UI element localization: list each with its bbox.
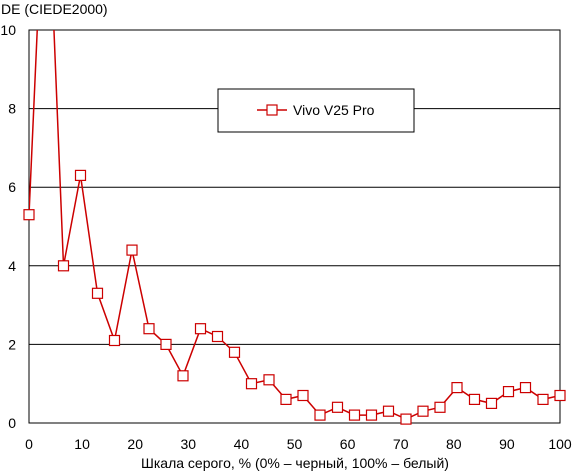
x-tick-label: 70: [393, 436, 409, 452]
y-tick-label: 8: [8, 101, 16, 117]
data-point: [177, 370, 189, 382]
series-markers: [23, 169, 566, 425]
x-axis-title: Шкала серого, % (0% – черный, 100% – бел…: [141, 455, 449, 471]
data-point: [382, 405, 395, 417]
plot-frame: [28, 29, 561, 424]
x-tick-label: 40: [234, 436, 250, 452]
x-tick-label: 100: [548, 436, 572, 452]
data-point: [451, 382, 463, 394]
x-tick-label: 80: [446, 436, 462, 452]
data-point: [468, 393, 481, 405]
x-tick-label: 0: [25, 436, 33, 452]
legend-marker-sample: [266, 104, 278, 116]
data-point: [519, 382, 532, 394]
data-point: [91, 287, 104, 299]
data-point: [434, 401, 446, 413]
x-tick-labels: 0 10 20 30 40 50 60 70 80 90 100: [25, 436, 572, 452]
y-tick-label: 4: [8, 258, 16, 274]
legend: Vivo V25 Pro: [217, 88, 415, 133]
x-tick-label: 10: [74, 436, 90, 452]
data-point: [280, 393, 292, 405]
data-point: [160, 338, 172, 350]
data-point: [245, 378, 258, 390]
legend-box: [217, 88, 415, 133]
x-tick-label: 50: [287, 436, 303, 452]
data-point: [537, 393, 549, 405]
data-point: [331, 401, 344, 413]
data-point: [348, 409, 361, 421]
y-tick-label: 0: [8, 415, 16, 431]
y-tick-label: 2: [8, 336, 16, 352]
y-tick-label: 6: [8, 179, 16, 195]
y-axis-title: DE (CIEDE2000): [1, 1, 108, 17]
data-point: [400, 413, 412, 425]
data-point: [108, 334, 121, 347]
data-point: [297, 389, 309, 402]
data-point: [57, 260, 70, 272]
data-point: [485, 397, 498, 409]
data-point: [314, 409, 326, 421]
data-point: [74, 169, 87, 181]
data-point: [143, 323, 155, 335]
data-point: [417, 405, 429, 417]
x-tick-label: 90: [499, 436, 515, 452]
data-point: [263, 374, 275, 386]
x-tick-label: 20: [127, 436, 143, 452]
data-point: [23, 209, 35, 221]
data-point: [502, 386, 515, 398]
data-point: [554, 389, 566, 402]
legend-label: Vivo V25 Pro: [293, 102, 375, 118]
data-point: [194, 323, 207, 335]
x-tick-label: 30: [181, 436, 197, 452]
data-point: [211, 330, 224, 343]
data-point: [365, 409, 378, 421]
data-point: [228, 346, 241, 358]
x-tick-label: 60: [340, 436, 356, 452]
y-tick-label: 10: [0, 22, 16, 38]
data-point: [126, 244, 138, 256]
y-tick-labels: 0 2 4 6 8 10: [0, 22, 16, 431]
